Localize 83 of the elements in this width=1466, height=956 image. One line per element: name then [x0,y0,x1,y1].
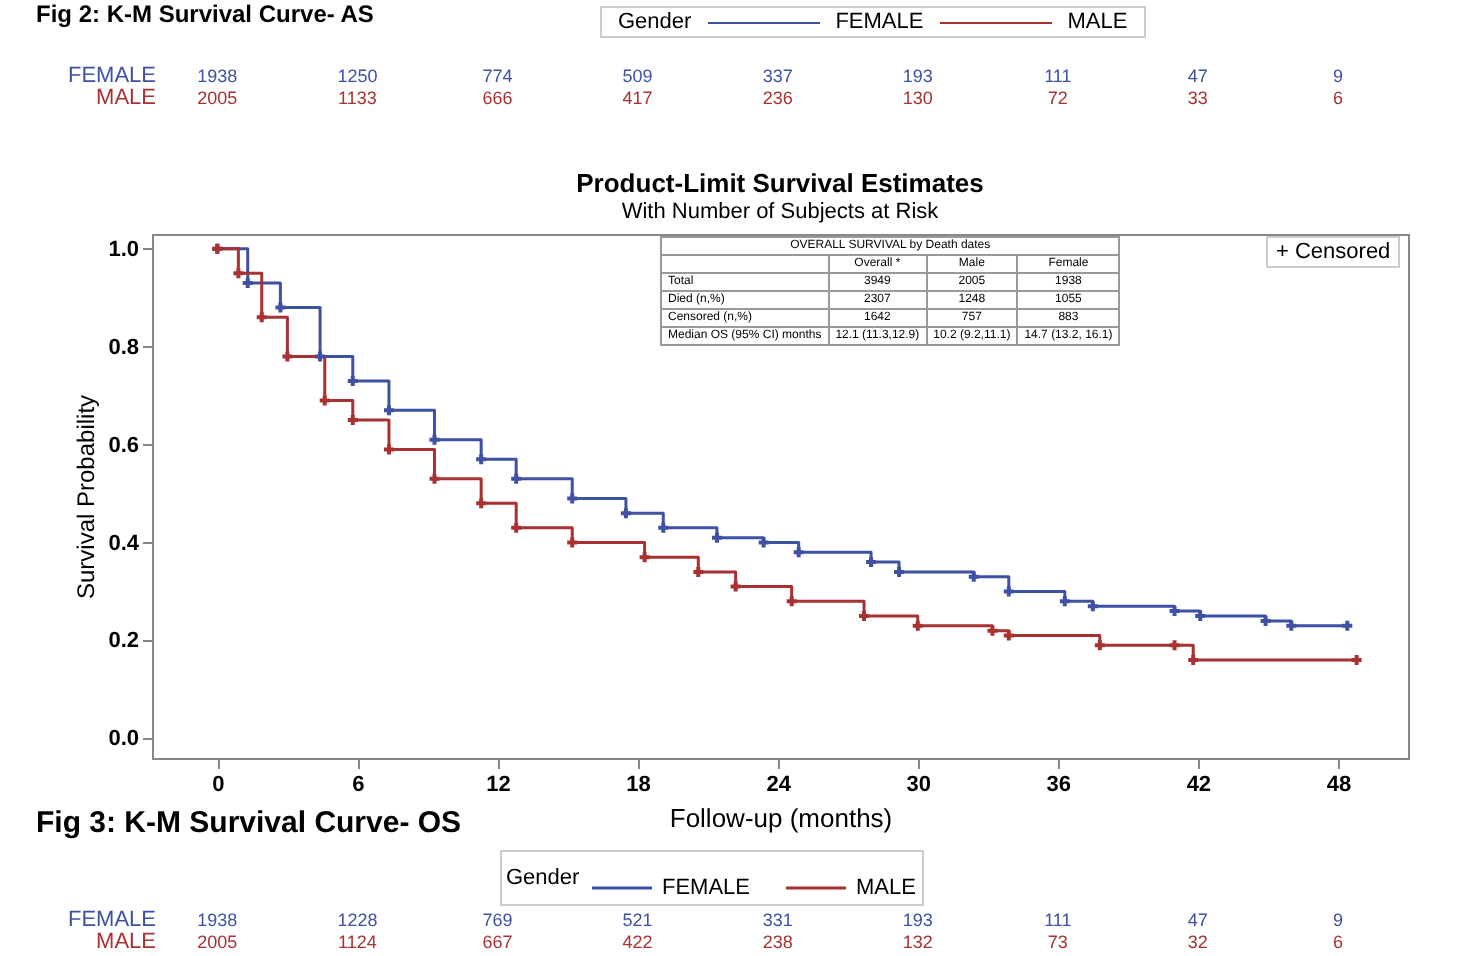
point [793,547,804,558]
chart-subtitle: With Number of Subjects at Risk [621,200,940,224]
legend-title: Gender [506,866,581,890]
point [1003,586,1014,597]
point [567,537,578,548]
x-tick-label: 36 [1046,773,1072,797]
text: 2005 1133 666 417 236 130 72 33 6 [197,88,1343,108]
text: 1938 1250 774 509 337 193 111 47 9 [197,66,1343,86]
point [758,537,769,548]
y-tick-label: 0.6 [108,433,139,458]
y-tick-label: 0.0 [108,727,139,752]
point [275,302,286,313]
text: MALE [1067,10,1128,34]
x-tick-label: 24 [766,773,793,797]
point [1195,610,1206,621]
caption: Fig 3: K-M Survival Curve- OS [36,806,462,840]
point [1169,640,1180,651]
point [511,522,522,533]
point [730,581,741,592]
point [567,493,578,504]
y-tick-label: 0.4 [108,531,141,556]
point [1094,640,1105,651]
text: FEMALE [67,64,156,88]
point [476,498,487,509]
point [786,596,797,607]
point [429,473,440,484]
point [256,312,267,323]
point [347,415,358,426]
point [1169,606,1180,617]
text: Gender [618,10,692,34]
point [1342,620,1353,631]
x-tick-label: 18 [626,773,651,797]
point [711,532,722,543]
point [1059,596,1070,607]
x-tick-label: 48 [1326,773,1352,797]
y-tick-label: 1.0 [108,237,139,262]
text: FEMALE [67,908,156,932]
point [912,620,923,631]
point [968,571,979,582]
point [1286,620,1297,631]
text: 2005 1124 667 422 238 132 73 32 6 [197,932,1343,952]
point [383,444,394,455]
x-tick-label: 12 [486,773,511,797]
x-tick-label: 42 [1186,773,1212,797]
annotation: + Censored [1266,236,1401,268]
point [987,625,998,636]
point [693,566,704,577]
point [282,351,293,362]
text: FEMALE [835,10,924,34]
point [476,454,487,465]
caption: Fig 2: K-M Survival Curve- AS [36,0,374,28]
point [429,434,440,445]
point [315,351,326,362]
point [1087,601,1098,612]
text: 1938 1228 769 521 331 193 111 47 9 [197,910,1343,930]
y-axis-title: Survival Probability [72,394,101,600]
point [866,557,877,568]
point [1260,615,1271,626]
point [1188,655,1199,666]
y-tick-label: 0.8 [108,335,139,360]
point [383,405,394,416]
point [347,375,358,386]
point [859,610,870,621]
x-tick-label: 0 [212,773,225,797]
point [1003,630,1014,641]
point [319,395,330,406]
y-tick-label: 0.2 [108,629,139,654]
point [620,508,631,519]
point [894,566,905,577]
x-tick-label: 30 [906,773,931,797]
text: MALE [96,86,156,110]
text: MALE [96,930,156,954]
point [639,552,650,563]
x-tick-label: 6 [352,773,365,797]
x-axis-title: Follow-up (months) [669,803,893,833]
point [242,277,253,288]
point [658,522,669,533]
legend-label: FEMALE [662,876,751,900]
point [233,268,244,279]
point [1351,655,1362,666]
point [511,473,522,484]
legend-label: MALE [856,876,916,900]
chart-title: Product-Limit Survival Estimates [576,168,984,198]
